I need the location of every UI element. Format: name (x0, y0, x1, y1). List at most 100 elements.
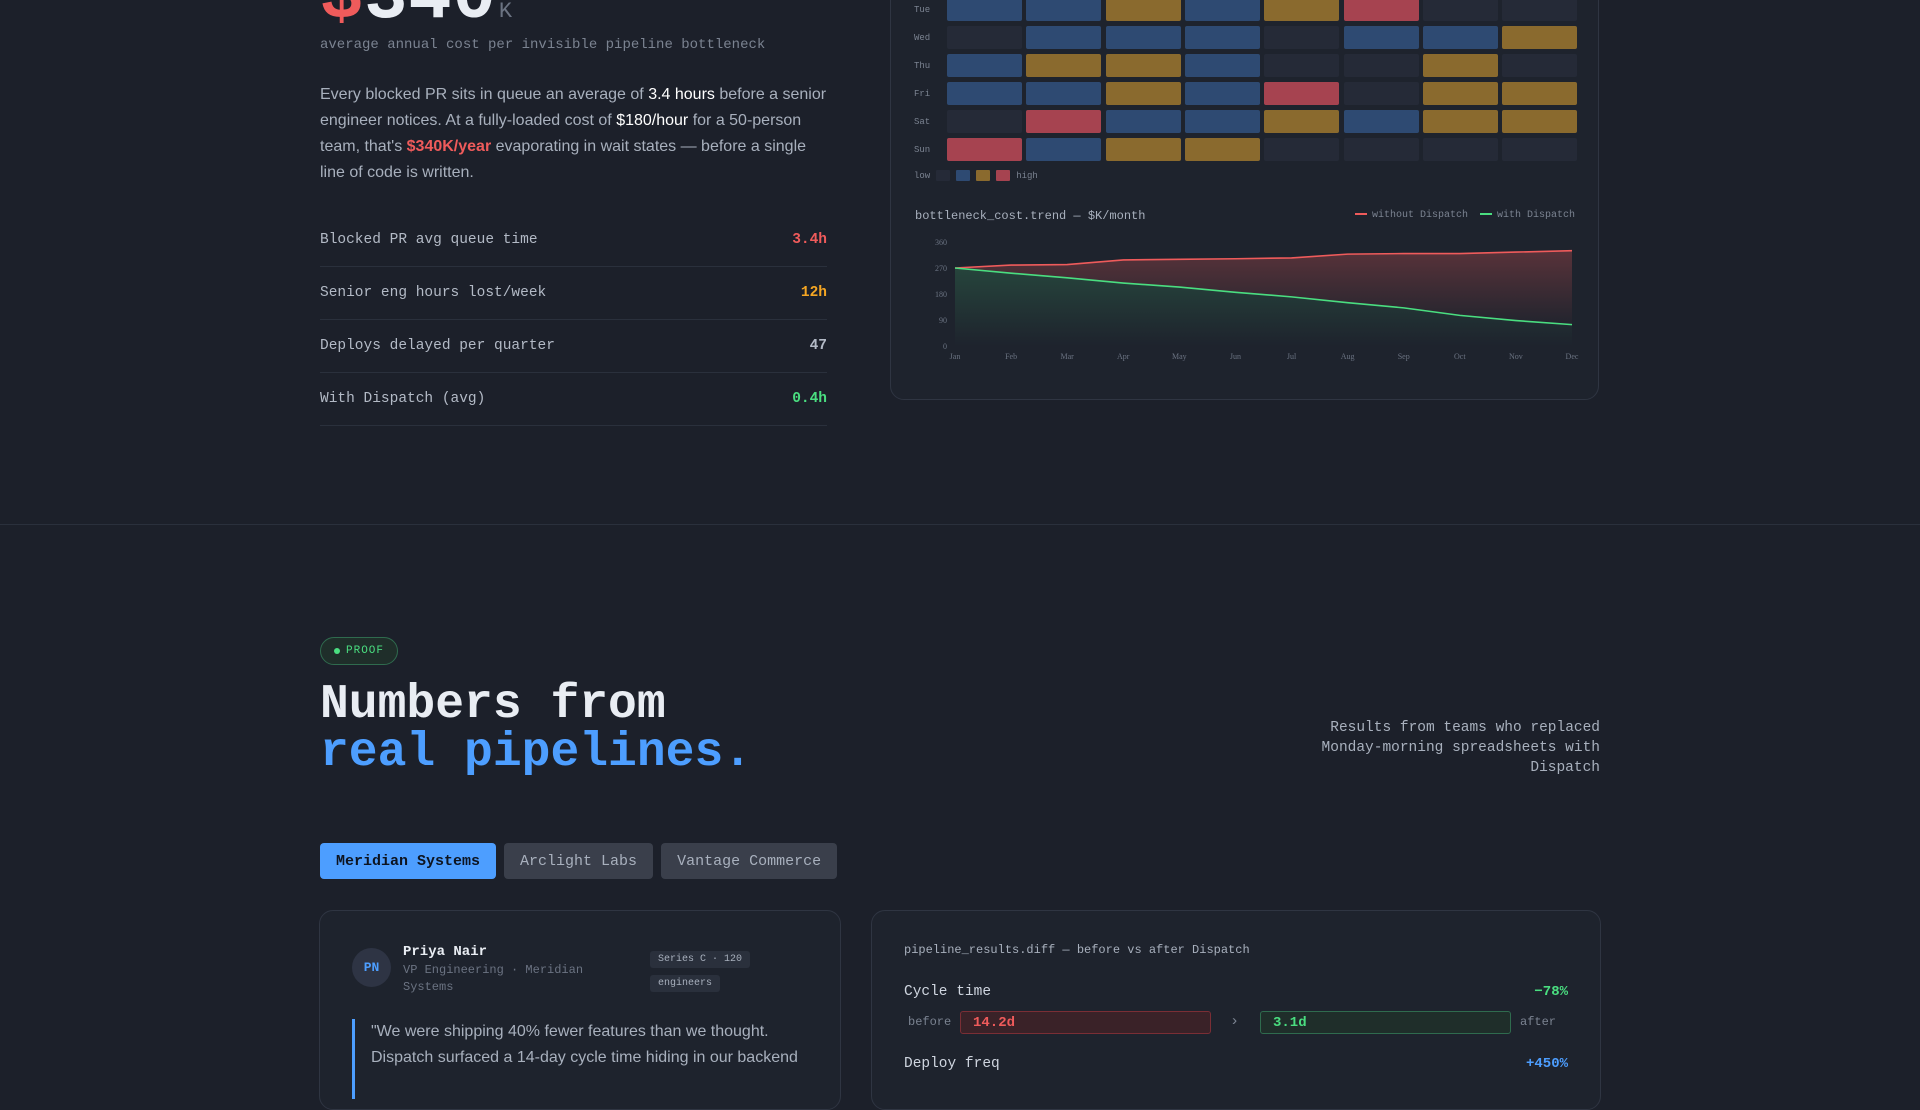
heatmap-cell (947, 26, 1022, 49)
heatmap-cell (1502, 82, 1578, 105)
stat-label: With Dispatch (avg) (320, 391, 486, 407)
tab-arclight-labs[interactable]: Arclight Labs (504, 843, 654, 879)
stat-label: Senior eng hours lost/week (320, 285, 547, 301)
heatmap-cell (1105, 0, 1181, 21)
legend-swatch (936, 170, 951, 181)
highlight-rate: $180/hour (616, 112, 689, 129)
heatmap-cell (1422, 0, 1498, 21)
heatmap-cell (1105, 138, 1181, 161)
badge-label: PROOF (346, 645, 385, 657)
heatmap-legend: low high (914, 170, 1038, 181)
para-text: evaporating in wait states — before a si… (320, 138, 807, 181)
trend-legend: without Dispatch with Dispatch (1354, 210, 1575, 221)
before-label: before (908, 1015, 952, 1029)
heatmap-cell (1026, 0, 1102, 21)
heatmap-day-label: Sat (914, 117, 931, 127)
heatmap-cell (1502, 54, 1578, 77)
heatmap-cell (1184, 0, 1260, 21)
heatmap-cell (947, 0, 1022, 21)
gap-area (955, 250, 1572, 325)
heatmap-cell (1264, 26, 1340, 49)
tab-meridian-systems[interactable]: Meridian Systems (320, 843, 497, 879)
tab-vantage-commerce[interactable]: Vantage Commerce (661, 843, 838, 879)
after-bar: 3.1d (1260, 1011, 1511, 1034)
company-tag-line: Series C · 120 (650, 951, 751, 968)
heatmap-cell (947, 82, 1022, 105)
stat-value: 12h (800, 285, 827, 301)
x-tick-label: Dec (1566, 352, 1579, 361)
diff-title: pipeline_results.diff — before vs after … (904, 943, 1250, 957)
heatmap-cell (1264, 110, 1340, 133)
metric-delta: −78% (1534, 984, 1568, 1000)
section-side-note: Results from teams who replaced Monday-m… (1321, 720, 1600, 776)
y-tick-label: 270 (935, 264, 947, 273)
highlight-hours: 3.4 hours (648, 86, 715, 103)
trend-chart-title: bottleneck_cost.trend — $K/month (915, 209, 1146, 223)
x-tick-label: May (1172, 352, 1187, 361)
x-tick-label: Jun (1230, 352, 1241, 361)
heatmap-cell (1184, 82, 1260, 105)
y-tick-label: 90 (939, 316, 947, 325)
section-title: Numbers from (320, 678, 666, 732)
heatmap-cell (1026, 26, 1102, 49)
x-tick-label: Mar (1061, 352, 1075, 361)
avatar: PN (352, 948, 391, 987)
cost-suffix: K (498, 0, 514, 24)
heatmap-cell (1343, 26, 1419, 49)
legend-with: with Dispatch (1479, 210, 1575, 221)
x-tick-label: Jul (1287, 352, 1297, 361)
cost-amount: 340 (364, 0, 497, 39)
x-tick-label: Nov (1509, 352, 1523, 361)
metric-label: Deploy freq (904, 1056, 1000, 1072)
stat-row: Blocked PR avg queue time 3.4h (320, 214, 827, 267)
heatmap-cell (1264, 0, 1340, 21)
section-divider (0, 524, 1920, 525)
cost-subtitle: average annual cost per invisible pipeli… (320, 37, 766, 53)
heatmap-cell (1343, 82, 1419, 105)
heatmap-cell (1105, 54, 1181, 77)
legend-low-label: low (914, 170, 931, 181)
testimonial-quote: "We were shipping 40% fewer features tha… (352, 1019, 831, 1099)
heatmap-cell (947, 54, 1022, 77)
heatmap-cell (1184, 138, 1260, 161)
heatmap-cell (947, 138, 1022, 161)
heatmap-cell (1343, 138, 1419, 161)
heatmap-cell (1422, 26, 1498, 49)
heatmap-cell (1105, 26, 1181, 49)
heatmap-cell (1105, 82, 1181, 105)
currency-symbol: $ (320, 0, 364, 39)
metric-delta: +450% (1525, 1056, 1568, 1072)
heatmap-cell (947, 110, 1022, 133)
heatmap-cell (1026, 82, 1102, 105)
stat-value: 47 (809, 338, 827, 354)
section-title-accent: real pipelines. (320, 726, 753, 780)
series-line-without-dispatch (954, 249, 1573, 269)
series-line-with-dispatch (954, 267, 1573, 326)
x-tick-label: Sep (1398, 352, 1410, 361)
heatmap-day-label: Thu (914, 61, 931, 71)
heatmap-cell (1105, 110, 1181, 133)
stat-row: Senior eng hours lost/week 12h (320, 267, 827, 320)
annual-cost-figure: $340K (320, 0, 513, 48)
person-role: VP Engineering · Meridian Systems (403, 963, 584, 994)
proof-badge: PROOF (320, 637, 399, 665)
heatmap-cell (1422, 54, 1498, 77)
heatmap-cell (1422, 138, 1498, 161)
heatmap-day-label: Fri (914, 89, 931, 99)
person-name: Priya Nair (403, 944, 488, 960)
para-text: Every blocked PR sits in queue an averag… (320, 86, 649, 103)
heatmap-day-label: Wed (914, 33, 931, 43)
heatmap-cell (1422, 110, 1498, 133)
y-tick-label: 0 (943, 342, 947, 351)
para-text: before a senior engineer notices. At a f… (320, 86, 827, 129)
stats-list: Blocked PR avg queue time 3.4h Senior eng… (320, 214, 827, 426)
before-bar: 14.2d (960, 1011, 1211, 1034)
legend-without-label: without Dispatch (1371, 210, 1468, 221)
heatmap-cell (1422, 82, 1498, 105)
company-tag-line: engineers (650, 975, 721, 992)
heatmap-cell (1502, 138, 1578, 161)
heatmap-day-label: Tue (914, 5, 931, 15)
heatmap-cell (1264, 54, 1340, 77)
heatmap-cell (1343, 110, 1419, 133)
legend-without: without Dispatch (1354, 210, 1468, 221)
